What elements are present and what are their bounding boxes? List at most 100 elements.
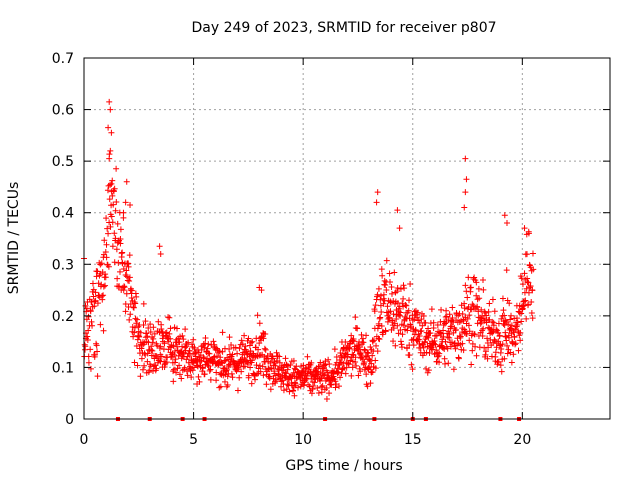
data-point — [167, 335, 174, 342]
y-tick-label: 0 — [65, 412, 74, 428]
data-point — [326, 360, 333, 367]
data-point — [446, 311, 453, 318]
data-point — [108, 213, 115, 220]
data-point — [273, 376, 280, 383]
data-point — [464, 294, 471, 301]
data-point — [241, 363, 248, 370]
data-point — [455, 355, 462, 362]
data-point — [229, 374, 236, 381]
data-point — [489, 318, 496, 325]
data-point — [158, 325, 165, 332]
data-point — [529, 315, 536, 322]
data-point — [195, 373, 202, 380]
data-point — [495, 358, 502, 365]
data-point — [204, 345, 211, 352]
data-point — [496, 332, 503, 339]
data-point — [221, 358, 228, 365]
data-point — [337, 374, 344, 381]
data-point — [456, 318, 463, 325]
data-point — [82, 343, 89, 350]
data-point — [273, 349, 280, 356]
data-point — [113, 246, 120, 253]
data-point — [476, 295, 483, 302]
data-point — [407, 281, 414, 288]
data-point — [201, 371, 208, 378]
data-point — [463, 330, 470, 337]
data-point — [388, 290, 395, 297]
data-point — [420, 344, 427, 351]
data-point — [353, 362, 360, 369]
data-point — [213, 345, 220, 352]
data-point — [94, 268, 101, 275]
data-point — [505, 321, 512, 328]
data-point — [248, 380, 255, 387]
data-point — [223, 367, 230, 374]
data-point — [204, 362, 211, 369]
data-point — [217, 383, 224, 390]
data-point — [382, 328, 389, 335]
y-axis-label: SRMTID / TECUs — [6, 182, 22, 295]
data-point — [506, 300, 513, 307]
data-point — [466, 328, 473, 335]
data-point-peak — [291, 392, 298, 399]
data-point — [95, 280, 102, 287]
data-point — [254, 370, 261, 377]
data-point — [496, 342, 503, 349]
data-point — [89, 322, 96, 329]
data-point — [245, 335, 252, 342]
data-point — [510, 351, 517, 358]
data-point — [380, 291, 387, 298]
data-point — [257, 368, 264, 375]
data-point — [85, 313, 92, 320]
data-point — [260, 372, 267, 379]
data-point-peak — [107, 106, 114, 113]
data-point — [384, 303, 391, 310]
data-point — [442, 338, 449, 345]
data-point — [221, 378, 228, 385]
data-point — [460, 347, 467, 354]
data-point-peak — [308, 390, 315, 397]
data-point — [147, 329, 154, 336]
data-point — [165, 338, 172, 345]
data-point — [374, 291, 381, 298]
data-point — [130, 304, 137, 311]
data-point — [398, 344, 405, 351]
data-point — [339, 365, 346, 372]
data-point — [269, 355, 276, 362]
data-point — [425, 367, 432, 374]
data-point — [310, 383, 317, 390]
data-point — [360, 339, 367, 346]
data-point — [232, 344, 239, 351]
data-point — [486, 300, 493, 307]
data-point — [498, 345, 505, 352]
data-point — [127, 311, 134, 318]
data-point — [402, 301, 409, 308]
data-point — [335, 369, 342, 376]
data-point — [165, 314, 172, 321]
data-point — [446, 331, 453, 338]
data-point-peak — [503, 220, 510, 227]
data-point — [394, 322, 401, 329]
data-point — [205, 363, 212, 370]
data-point — [262, 331, 269, 338]
data-point — [164, 334, 171, 341]
data-point — [247, 364, 254, 371]
data-point — [480, 286, 487, 293]
data-point — [503, 337, 510, 344]
data-point — [493, 326, 500, 333]
data-point — [432, 341, 439, 348]
data-point — [322, 361, 329, 368]
data-point — [130, 333, 137, 340]
data-point — [245, 360, 252, 367]
data-point — [441, 355, 448, 362]
data-point — [316, 363, 323, 370]
data-point — [480, 325, 487, 332]
data-point-peak — [462, 155, 469, 162]
data-point — [102, 282, 109, 289]
data-point — [421, 339, 428, 346]
data-point — [321, 362, 328, 369]
y-tick-label: 0.3 — [52, 257, 74, 273]
data-point — [369, 338, 376, 345]
data-point — [450, 366, 457, 373]
data-point — [87, 346, 94, 353]
